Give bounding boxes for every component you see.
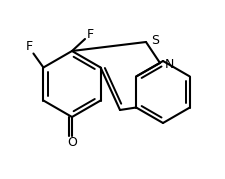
Text: S: S: [150, 33, 158, 47]
Text: F: F: [26, 40, 33, 53]
Text: N: N: [164, 57, 173, 71]
Text: F: F: [86, 28, 93, 40]
Text: O: O: [67, 137, 77, 149]
